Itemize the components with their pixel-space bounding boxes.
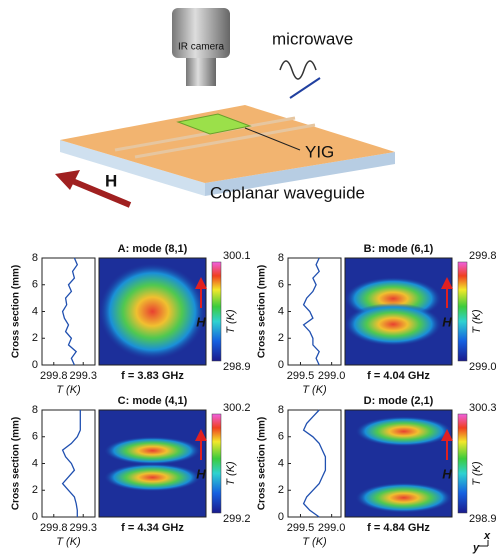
heat-blob [356, 416, 452, 446]
y-tick-label: 0 [278, 359, 284, 371]
y-tick-label: 4 [278, 305, 284, 317]
colorbar [458, 414, 467, 513]
frequency-label: f = 4.34 GHz [121, 522, 184, 534]
heat-blob [104, 464, 200, 492]
x-axis-title: T (K) [56, 384, 81, 396]
frequency-label: f = 4.04 GHz [367, 370, 430, 382]
axis-y-label: y [472, 542, 480, 554]
y-tick-label: 0 [32, 511, 38, 523]
x-axis-title: T (K) [302, 536, 327, 548]
camera-lens [186, 58, 216, 86]
colorbar-label: T (K) [225, 461, 237, 486]
sample-label: YIG [305, 142, 334, 161]
waveguide-label: Coplanar waveguide [210, 183, 365, 202]
y-tick-label: 8 [32, 252, 38, 264]
panel-title: C: mode (4,1) [118, 395, 188, 407]
field-label: H [105, 171, 117, 190]
y-tick-label: 0 [278, 511, 284, 523]
x-tick-label: 299.8 [40, 522, 68, 534]
x-tick-label: 299.5 [287, 522, 315, 534]
colorbar-label: T (K) [471, 309, 483, 334]
profile-frame [288, 410, 341, 517]
profile-frame [42, 258, 95, 365]
profile-frame [288, 258, 341, 365]
field-label: H [442, 314, 452, 329]
y-tick-label: 2 [278, 332, 284, 344]
heat-blob [99, 263, 206, 359]
y-axis-title: Cross section (mm) [11, 265, 22, 358]
microwave-label: microwave [272, 29, 353, 48]
y-axis-title: Cross section (mm) [257, 417, 268, 510]
colorbar-min: 299.2 [223, 513, 251, 525]
x-tick-label: 299.3 [69, 370, 97, 382]
schematic: IR camera microwave YIG Coplanar wavegui… [55, 8, 395, 205]
colorbar [212, 262, 221, 361]
panel-title: B: mode (6,1) [364, 243, 434, 255]
microwave-wave [280, 61, 316, 79]
y-tick-label: 8 [278, 404, 284, 416]
heat-map [99, 258, 206, 365]
camera-label: IR camera [178, 42, 225, 53]
field-label: H [442, 466, 452, 481]
axis-x-label: x [483, 530, 491, 542]
colorbar [212, 414, 221, 513]
heat-blob [104, 437, 200, 465]
profile-frame [42, 410, 95, 517]
colorbar-max: 300.3 [469, 402, 497, 414]
y-tick-label: 8 [32, 404, 38, 416]
figure: IR camera microwave YIG Coplanar wavegui… [0, 0, 497, 554]
y-tick-label: 0 [32, 359, 38, 371]
colorbar-max: 300.1 [223, 250, 251, 262]
heat-map [99, 410, 206, 517]
colorbar-min: 299.0 [469, 361, 497, 373]
y-tick-label: 6 [278, 431, 284, 443]
heat-map [345, 258, 452, 365]
field-arrow [70, 180, 130, 205]
colorbar-min: 298.9 [469, 513, 497, 525]
colorbar-label: T (K) [225, 309, 237, 334]
y-tick-label: 6 [32, 431, 38, 443]
x-axis-title: T (K) [56, 536, 81, 548]
panel-title: D: mode (2,1) [364, 395, 434, 407]
x-tick-label: 299.3 [69, 522, 97, 534]
colorbar-min: 298.9 [223, 361, 251, 373]
x-tick-label: 299.8 [40, 370, 68, 382]
y-tick-label: 8 [278, 252, 284, 264]
y-tick-label: 6 [32, 279, 38, 291]
colorbar-label: T (K) [471, 461, 483, 486]
frequency-label: f = 3.83 GHz [121, 370, 184, 382]
y-tick-label: 2 [32, 484, 38, 496]
frequency-label: f = 4.84 GHz [367, 522, 430, 534]
y-tick-label: 4 [32, 305, 38, 317]
colorbar-max: 299.8 [469, 250, 497, 262]
colorbar [458, 262, 467, 361]
y-tick-label: 6 [278, 279, 284, 291]
panel-title: A: mode (8,1) [118, 243, 188, 255]
heat-blob [345, 303, 441, 346]
y-tick-label: 2 [32, 332, 38, 344]
y-tick-label: 4 [32, 457, 38, 469]
y-tick-label: 2 [278, 484, 284, 496]
x-tick-label: 299.5 [287, 370, 315, 382]
microwave-arrow [290, 78, 320, 98]
colorbar-max: 300.2 [223, 402, 251, 414]
y-axis-title: Cross section (mm) [257, 265, 268, 358]
x-tick-label: 299.0 [318, 370, 346, 382]
field-label: H [196, 314, 206, 329]
x-tick-label: 299.0 [318, 522, 346, 534]
heat-map [345, 410, 452, 517]
field-label: H [196, 466, 206, 481]
x-axis-title: T (K) [302, 384, 327, 396]
y-tick-label: 4 [278, 457, 284, 469]
heat-blob [356, 483, 452, 513]
y-axis-title: Cross section (mm) [11, 417, 22, 510]
